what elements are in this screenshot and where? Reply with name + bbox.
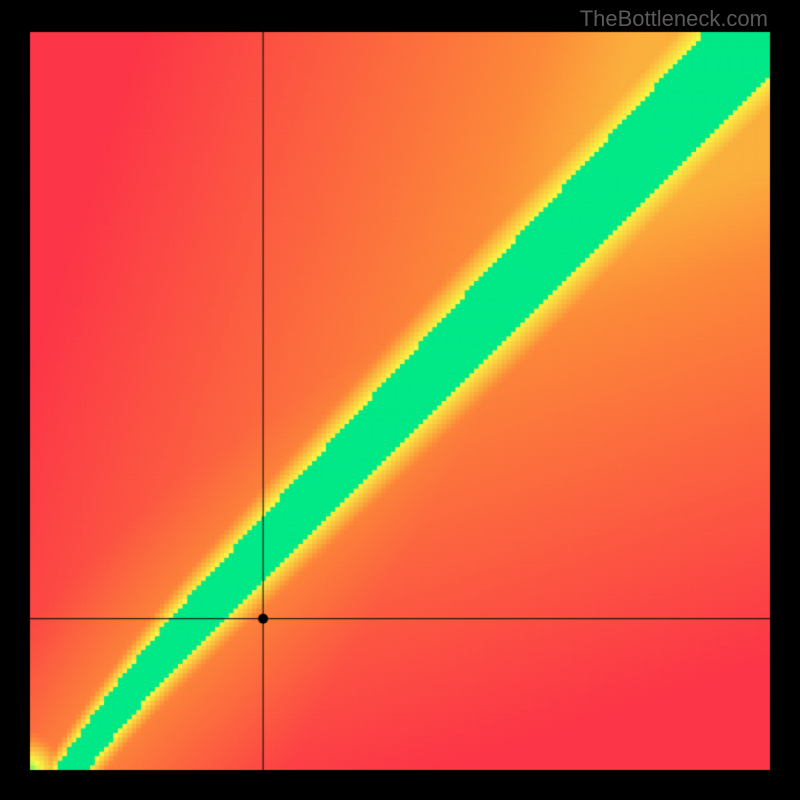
chart-container: TheBottleneck.com [0, 0, 800, 800]
heatmap-canvas [0, 0, 800, 800]
watermark-text: TheBottleneck.com [580, 6, 768, 32]
